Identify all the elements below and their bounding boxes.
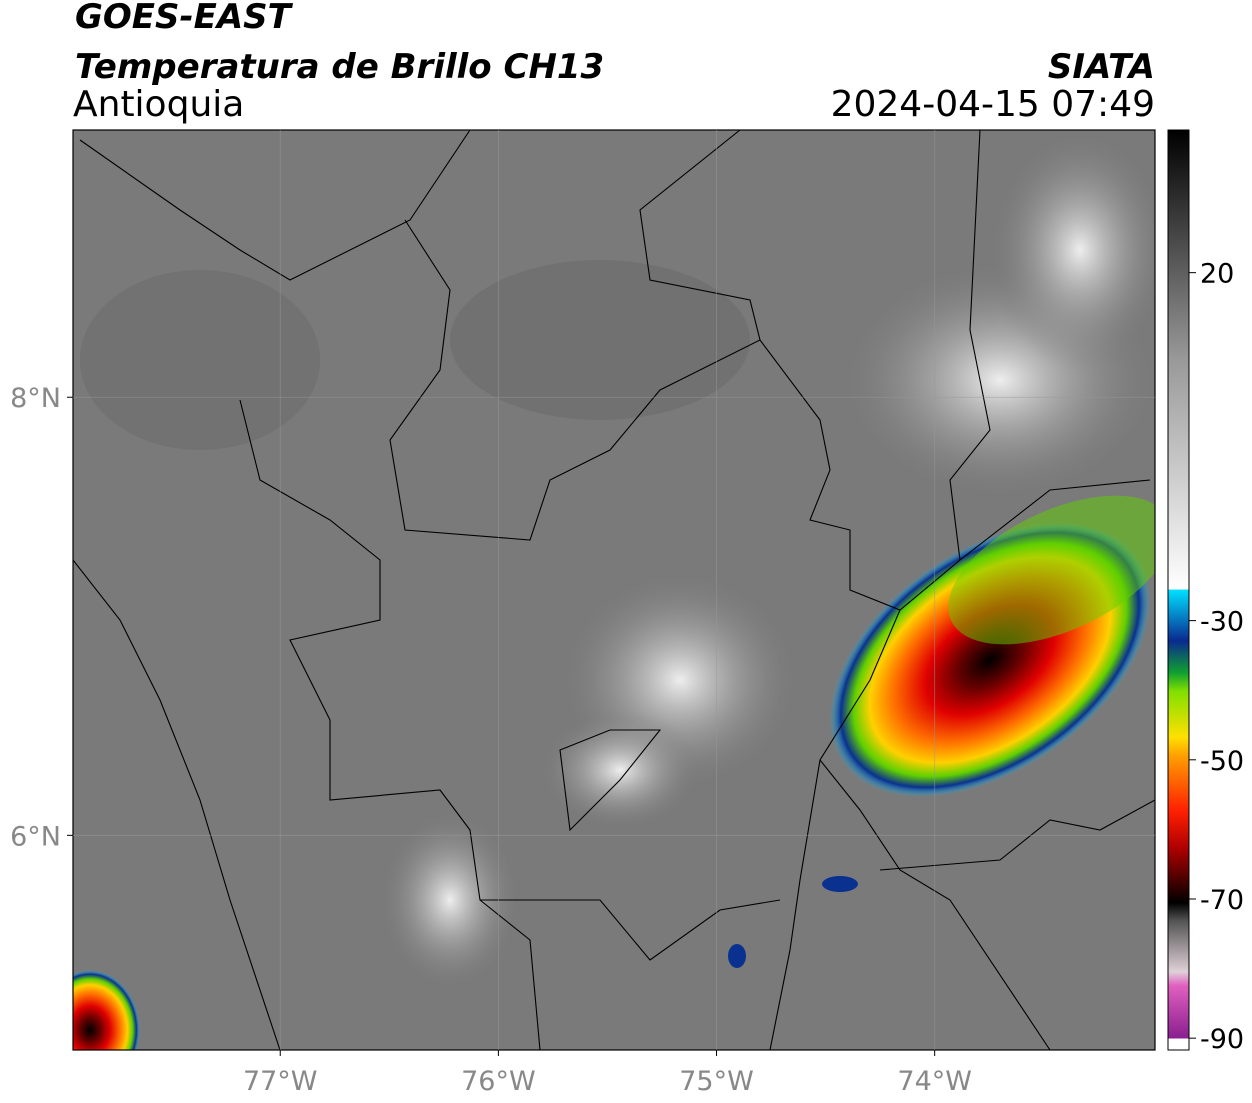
title: GOES-EAST (75, 0, 294, 37)
map-image (73, 130, 1155, 1050)
x-tick-label: 77°W (243, 1066, 318, 1097)
colorbar-tick-label: -30 (1200, 607, 1244, 638)
y-tick-label: 6°N (10, 821, 61, 852)
region: Antioquia (73, 84, 244, 125)
colorbar-tick-label: -70 (1200, 885, 1244, 916)
x-tick-label: 76°W (461, 1066, 536, 1097)
colorbar-tick-label: 20 (1200, 259, 1234, 290)
map-frame (72, 129, 1156, 1051)
colorbar-tick-label: -50 (1200, 746, 1244, 777)
datetime: 2024-04-15 07:49 (831, 84, 1155, 125)
x-tick-label: 74°W (897, 1066, 972, 1097)
y-tick-label: 8°N (10, 383, 61, 414)
colorbar-tick-label: -90 (1200, 1024, 1244, 1055)
colorbar (1167, 129, 1190, 1051)
subtitle: Temperatura de Brillo CH13 (75, 47, 604, 87)
source: SIATA (1048, 47, 1155, 87)
x-tick-label: 75°W (679, 1066, 754, 1097)
